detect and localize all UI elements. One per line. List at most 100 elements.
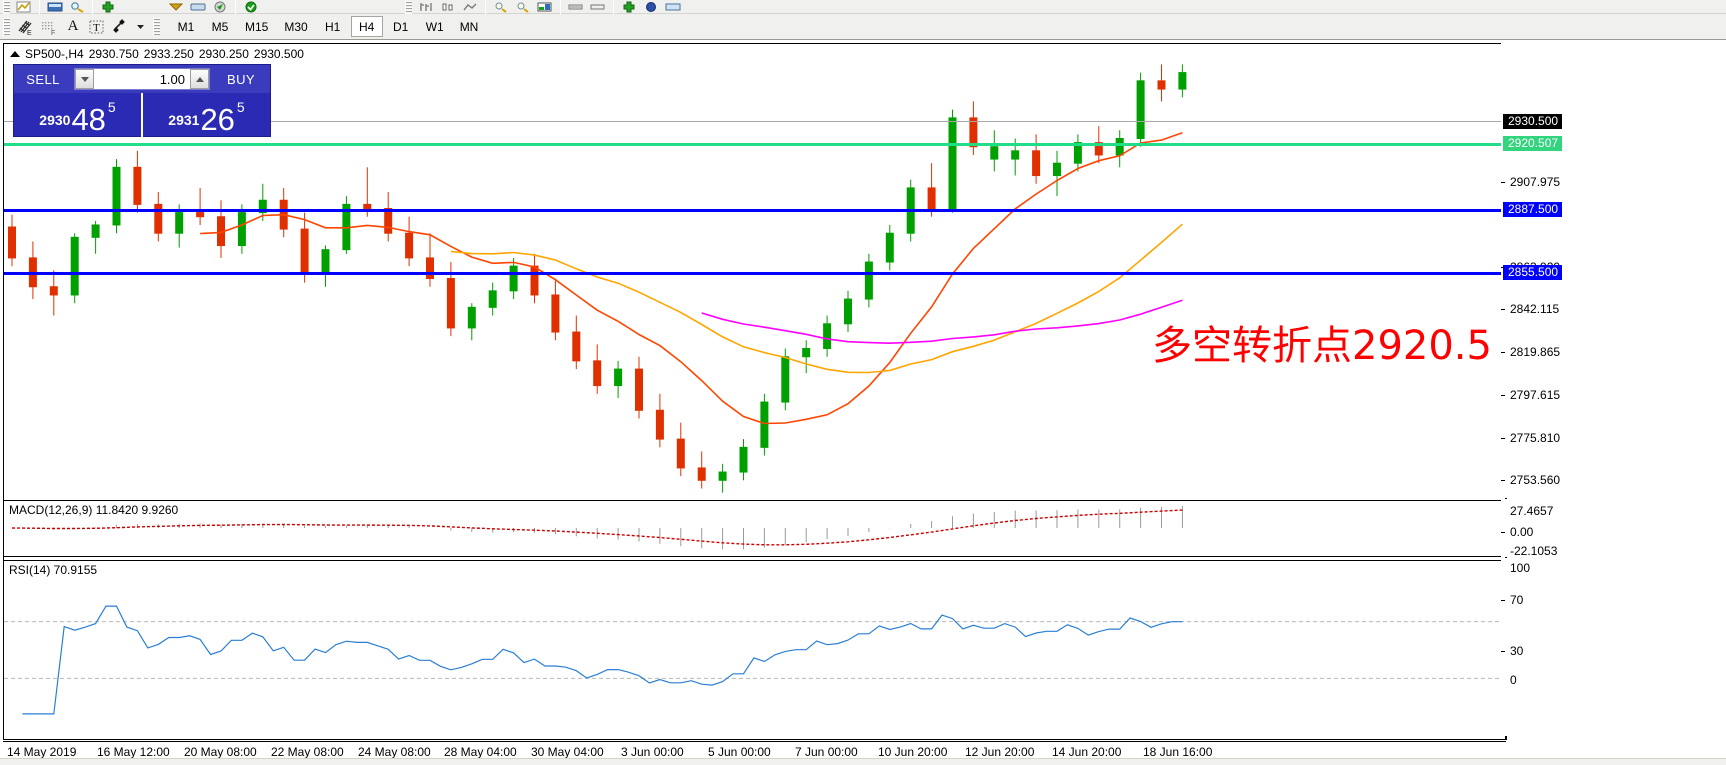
oct-top-row: SELL 1.00 BUY xyxy=(14,65,270,93)
time-axis-label: 14 May 2019 xyxy=(7,745,77,759)
toolbar-separator xyxy=(485,0,486,17)
macd-scale: 27.4657 0.00 -22.1053 xyxy=(1501,499,1726,558)
grid-icon[interactable]: F xyxy=(38,16,60,38)
time-axis-label: 30 May 04:00 xyxy=(531,745,604,759)
time-axis-label: 10 Jun 20:00 xyxy=(878,745,948,759)
turning-point-line[interactable] xyxy=(4,141,1505,146)
time-axis-label: 5 Jun 00:00 xyxy=(708,745,771,759)
chart-shift-icon[interactable] xyxy=(566,0,586,13)
toolbar-top[interactable] xyxy=(0,0,1726,17)
price-tick: 2842.115 xyxy=(1501,303,1559,316)
support-line-2855[interactable] xyxy=(4,272,1505,275)
volume-input[interactable]: 1.00 xyxy=(159,71,185,87)
macd-tick: 0.00 xyxy=(1501,526,1533,539)
sell-button[interactable]: SELL xyxy=(26,71,60,87)
toolbar-separator xyxy=(235,0,236,17)
time-axis-label: 22 May 08:00 xyxy=(271,745,344,759)
timeframe-button-w1[interactable]: W1 xyxy=(425,19,444,34)
current-price-line[interactable] xyxy=(4,121,1505,122)
new-chart-icon[interactable] xyxy=(14,0,34,13)
objects-list-icon[interactable] xyxy=(110,16,132,38)
toolbar-grip[interactable] xyxy=(405,0,412,16)
rsi-tick: 0 xyxy=(1510,673,1517,687)
price-tick: 2775.810 xyxy=(1501,432,1560,445)
zoom-in-icon[interactable] xyxy=(491,0,511,13)
expert-advisors-icon[interactable]: E xyxy=(14,16,36,38)
timeframe-grip[interactable] xyxy=(153,17,160,36)
buy-price-display[interactable]: 2931 26 5 xyxy=(141,93,270,137)
bar-chart-icon[interactable] xyxy=(416,0,436,13)
add-indicator-icon[interactable] xyxy=(98,0,118,13)
timeframe-button-d1[interactable]: D1 xyxy=(393,19,409,34)
timeframe-button-m1[interactable]: M1 xyxy=(177,19,195,34)
macd-indicator-label: MACD(12,26,9) 11.8420 9.9260 xyxy=(9,503,179,517)
text-box-icon[interactable]: T xyxy=(86,16,108,38)
toolbar-grip[interactable] xyxy=(3,17,10,36)
chart-ohlc-open: 2930.750 xyxy=(88,47,139,61)
chart-window[interactable]: 多空转折点2920.5 MACD(12,26,9) 11.8420 9.9260… xyxy=(0,41,1726,765)
time-axis-label: 3 Jun 00:00 xyxy=(621,745,684,759)
price-tag[interactable]: 2855.500 xyxy=(1503,265,1563,280)
search-icon[interactable] xyxy=(67,0,87,13)
chart-ohlc-high: 2933.250 xyxy=(143,47,194,61)
buy-price-fraction: 5 xyxy=(236,99,245,115)
svg-text:F: F xyxy=(51,30,55,37)
time-axis-label: 7 Jun 00:00 xyxy=(795,745,858,759)
one-click-trading-panel[interactable]: SELL 1.00 BUY 2930 48 5 2931 26 5 xyxy=(13,64,271,137)
line-chart-icon[interactable] xyxy=(460,0,480,13)
zoom-out-icon[interactable] xyxy=(513,0,533,13)
timeframe-button-mn[interactable]: MN xyxy=(459,19,479,34)
chart-header: SP500-,H4 2930.750 2933.250 2930.250 293… xyxy=(10,47,304,61)
toolbar-separator xyxy=(92,0,93,17)
volume-stepper[interactable]: 1.00 xyxy=(74,68,210,90)
resistance-line-2887[interactable] xyxy=(4,207,1505,212)
market-watch-icon[interactable] xyxy=(166,0,186,13)
buy-price-big: 26 xyxy=(200,102,235,137)
terminal-icon[interactable] xyxy=(241,0,261,13)
auto-scroll-icon[interactable] xyxy=(535,0,555,13)
sell-price-display[interactable]: 2930 48 5 xyxy=(14,93,141,137)
price-tag[interactable]: 2930.500 xyxy=(1503,114,1563,129)
chevron-down-icon[interactable] xyxy=(134,16,146,38)
sell-price-big: 48 xyxy=(71,102,106,137)
volume-decrease-button[interactable] xyxy=(75,69,94,89)
timeframe-button-m15[interactable]: M15 xyxy=(245,19,269,34)
oct-price-row: 2930 48 5 2931 26 5 xyxy=(14,93,270,137)
chart-ohlc-low: 2930.250 xyxy=(198,47,249,61)
macd-pane[interactable]: MACD(12,26,9) 11.8420 9.9260 xyxy=(4,500,1505,557)
candlestick-chart-icon[interactable] xyxy=(438,0,458,13)
chart-frame[interactable]: 多空转折点2920.5 MACD(12,26,9) 11.8420 9.9260… xyxy=(3,43,1506,740)
chart-collapse-icon[interactable] xyxy=(10,51,20,57)
volume-increase-button[interactable] xyxy=(190,69,209,89)
toolbar-separator xyxy=(39,0,40,17)
timeframe-bar[interactable]: M1 M5 M15 M30 H1 H4 D1 W1 MN xyxy=(169,16,486,37)
time-axis[interactable]: 14 May 2019 16 May 12:00 20 May 08:00 22 Ma… xyxy=(3,741,1506,761)
profiles-icon[interactable] xyxy=(45,0,65,13)
price-tag[interactable]: 2887.500 xyxy=(1503,202,1563,217)
navigator-icon[interactable] xyxy=(210,0,230,13)
templates-icon[interactable] xyxy=(663,0,683,13)
price-tag[interactable]: 2920.507 xyxy=(1503,136,1563,151)
timeframe-button-h1[interactable]: H1 xyxy=(325,19,341,34)
toolbar-grip[interactable] xyxy=(3,0,10,16)
timeframe-button-m30[interactable]: M30 xyxy=(284,19,308,34)
svg-text:E: E xyxy=(27,30,32,37)
indicators-add-icon[interactable] xyxy=(619,0,639,13)
rsi-tick: 100 xyxy=(1510,561,1531,575)
macd-tick: -22.1053 xyxy=(1510,544,1558,558)
text-label-icon[interactable]: A xyxy=(67,18,79,34)
timeframe-button-h4[interactable]: H4 xyxy=(350,16,383,37)
time-axis-label: 18 Jun 16:00 xyxy=(1143,745,1213,759)
buy-button[interactable]: BUY xyxy=(227,71,255,87)
price-scale[interactable]: 2907.9752863.9202842.1152819.8652797.615… xyxy=(1501,43,1726,530)
data-window-icon[interactable] xyxy=(188,0,208,13)
rsi-tick: 70 xyxy=(1501,594,1523,607)
sell-price-fraction: 5 xyxy=(107,99,116,115)
chart-grid-icon[interactable] xyxy=(588,0,608,13)
macd-plot xyxy=(11,506,1183,550)
time-axis-label: 14 Jun 20:00 xyxy=(1052,745,1122,759)
toolbar-objects-and-timeframes[interactable]: E F A T M1 M5 M15 M30 H1 H4 D1 W1 MN xyxy=(0,14,1726,40)
period-separator-icon[interactable] xyxy=(641,0,661,13)
timeframe-button-m5[interactable]: M5 xyxy=(211,19,229,34)
rsi-pane[interactable]: RSI(14) 70.9155 xyxy=(4,560,1505,739)
